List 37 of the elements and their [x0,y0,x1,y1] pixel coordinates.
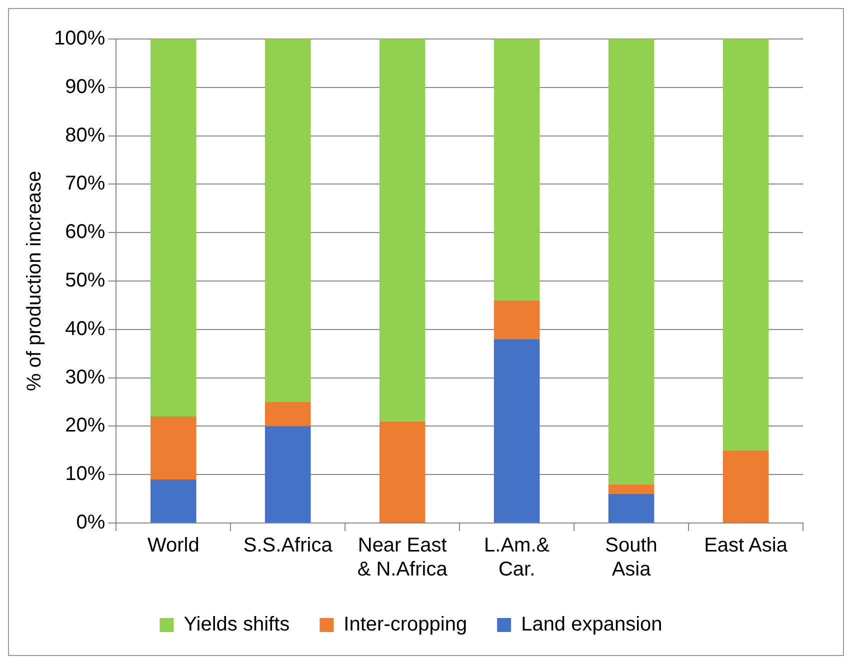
x-tick-label: L.Am.& Car. [484,534,550,581]
y-tick-label: 100% [54,28,106,50]
bar [722,450,769,522]
y-tick-label: 30% [65,366,106,388]
x-tick-label: East Asia [704,534,788,557]
y-tick-label: 70% [65,172,106,195]
y-tick-label: 10% [65,463,106,486]
bar [264,39,311,402]
bar [494,39,540,300]
bar [150,39,196,417]
x-tick-label: South Asia [605,534,658,581]
bar [608,494,654,522]
bar [608,484,654,494]
bar [379,39,426,422]
x-tick-label: World [147,534,200,557]
legend-label: Land expansion [521,614,662,636]
bar [264,402,311,426]
x-tick-label: Near East & N.Africa [357,534,448,581]
bar [608,39,654,484]
y-tick-label: 80% [65,124,106,146]
bar [494,300,540,340]
y-tick-label: 20% [65,414,106,437]
bar [722,39,769,450]
y-tick-label: 0% [76,512,106,534]
y-tick-label: 40% [65,318,106,340]
legend-label: Yields shifts [184,614,290,636]
y-axis-title: % of production increase [24,170,46,392]
bar [494,339,540,522]
y-tick-label: 60% [65,221,106,244]
bar [150,479,196,522]
y-tick-label: 90% [65,76,106,98]
legend-label: Inter-cropping [344,614,468,636]
bar [379,421,426,522]
y-tick-label: 50% [65,270,106,292]
x-tick-label: S.S.Africa [243,534,334,557]
bar [264,426,311,522]
bar [150,416,196,480]
